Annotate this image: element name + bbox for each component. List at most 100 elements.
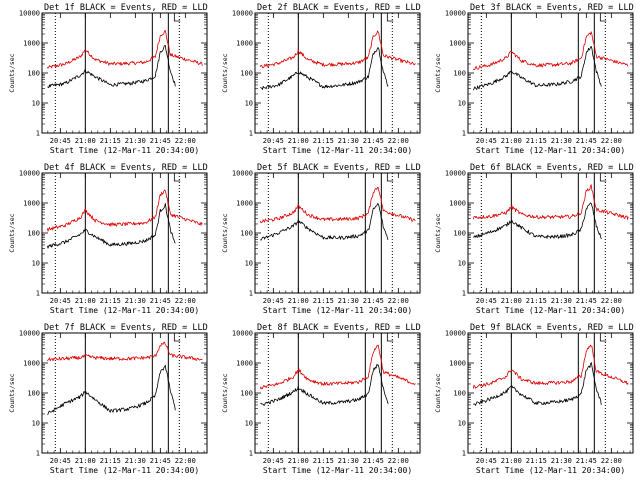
x-tick-label: 22:00 <box>601 457 622 465</box>
y-tick-label: 10000 <box>445 170 466 178</box>
y-tick-label: 10000 <box>19 10 40 18</box>
y-tick-label: 10 <box>32 260 40 268</box>
series-events-line <box>473 202 602 240</box>
panel-title: Det 8f BLACK = Events, RED = LLD <box>257 323 421 333</box>
plot-frame <box>254 12 421 134</box>
y-tick-label: 100 <box>240 70 253 78</box>
x-tick-label: 22:00 <box>388 457 409 465</box>
x-tick-label: 21:15 <box>313 137 334 145</box>
y-tick-label: 10000 <box>445 330 466 338</box>
x-tick-label: 20:45 <box>50 137 71 145</box>
attenuator-marker <box>173 13 181 22</box>
y-axis-label: Counts/sec <box>221 373 229 412</box>
x-tick-label: 21:00 <box>501 137 522 145</box>
x-tick-label: 21:30 <box>338 137 359 145</box>
x-tick-label: 21:30 <box>551 137 572 145</box>
x-tick-label: 21:15 <box>526 457 547 465</box>
panel-det-7: Det 7f BLACK = Events, RED = LLD 1 10 100 10… <box>8 323 208 475</box>
x-axis-label: Start Time (12-Mar-11 20:34:00) <box>263 466 412 475</box>
x-tick-label: 21:45 <box>363 457 384 465</box>
x-tick-label: 21:15 <box>100 297 121 305</box>
x-tick-label: 21:30 <box>125 297 146 305</box>
series-events-line <box>260 203 389 241</box>
x-tick-label: 20:45 <box>50 297 71 305</box>
y-tick-label: 1 <box>462 290 466 298</box>
y-tick-label: 1000 <box>23 360 40 368</box>
x-tick-label: 21:45 <box>576 137 597 145</box>
y-tick-label: 1000 <box>449 360 466 368</box>
x-tick-label: 21:45 <box>576 457 597 465</box>
series-lld-line <box>46 341 203 362</box>
y-tick-label: 1 <box>36 290 40 298</box>
y-tick-label: 10 <box>458 420 466 428</box>
series-lld-line <box>472 344 629 389</box>
y-tick-label: 1 <box>36 130 40 138</box>
x-tick-label: 21:00 <box>75 297 96 305</box>
x-tick-label: 21:45 <box>150 137 171 145</box>
panel-title: Det 6f BLACK = Events, RED = LLD <box>470 163 634 173</box>
y-tick-label: 100 <box>27 70 40 78</box>
series-lld-line <box>259 344 416 390</box>
plot-frame <box>467 172 634 294</box>
panel-det-3: Det 3f BLACK = Events, RED = LLD 1 10 100 10… <box>434 3 634 155</box>
y-tick-label: 1000 <box>449 200 466 208</box>
y-axis-label: Counts/sec <box>221 53 229 92</box>
panel-det-9: Det 9f BLACK = Events, RED = LLD 1 10 100 10… <box>434 323 634 475</box>
x-tick-label: 21:45 <box>363 297 384 305</box>
x-tick-label: 21:15 <box>100 457 121 465</box>
plot-frame <box>41 332 208 454</box>
x-tick-label: 22:00 <box>388 297 409 305</box>
y-tick-label: 100 <box>453 70 466 78</box>
attenuator-marker <box>173 173 181 182</box>
series-lld-line <box>472 184 629 220</box>
y-axis-label: Counts/sec <box>434 53 442 92</box>
y-tick-label: 100 <box>27 230 40 238</box>
y-tick-label: 1000 <box>236 200 253 208</box>
x-tick-label: 20:45 <box>476 137 497 145</box>
x-tick-label: 20:45 <box>263 297 284 305</box>
panel-det-6: Det 6f BLACK = Events, RED = LLD 1 10 100 10… <box>434 163 634 315</box>
y-tick-label: 1 <box>249 130 253 138</box>
x-tick-label: 21:30 <box>551 297 572 305</box>
y-axis-label: Counts/sec <box>221 213 229 252</box>
x-tick-label: 21:45 <box>150 457 171 465</box>
x-tick-label: 20:45 <box>263 137 284 145</box>
y-tick-label: 1000 <box>449 40 466 48</box>
x-tick-label: 22:00 <box>601 137 622 145</box>
x-tick-label: 21:00 <box>288 137 309 145</box>
x-axis-label: Start Time (12-Mar-11 20:34:00) <box>50 146 199 155</box>
y-tick-label: 100 <box>453 230 466 238</box>
x-tick-label: 21:30 <box>338 297 359 305</box>
y-tick-label: 1 <box>462 130 466 138</box>
x-tick-label: 21:00 <box>75 457 96 465</box>
attenuator-marker <box>386 333 394 342</box>
y-tick-label: 100 <box>27 390 40 398</box>
x-tick-label: 21:30 <box>551 457 572 465</box>
x-tick-label: 22:00 <box>388 137 409 145</box>
x-axis-label: Start Time (12-Mar-11 20:34:00) <box>263 306 412 315</box>
x-tick-label: 21:15 <box>313 297 334 305</box>
series-events-line <box>260 363 389 406</box>
y-tick-label: 10 <box>245 420 253 428</box>
panel-title: Det 9f BLACK = Events, RED = LLD <box>470 323 634 333</box>
attenuator-marker <box>599 333 607 342</box>
y-tick-label: 10000 <box>19 330 40 338</box>
x-axis-label: Start Time (12-Mar-11 20:34:00) <box>263 146 412 155</box>
series-events-line <box>473 362 602 406</box>
panel-title: Det 1f BLACK = Events, RED = LLD <box>44 3 208 13</box>
x-tick-label: 22:00 <box>601 297 622 305</box>
x-tick-label: 21:30 <box>125 457 146 465</box>
y-tick-label: 1000 <box>236 40 253 48</box>
x-axis-label: Start Time (12-Mar-11 20:34:00) <box>476 306 625 315</box>
y-tick-label: 10000 <box>445 10 466 18</box>
y-tick-label: 10 <box>32 420 40 428</box>
x-tick-label: 21:45 <box>150 297 171 305</box>
panel-title: Det 7f BLACK = Events, RED = LLD <box>44 323 208 333</box>
x-tick-label: 21:00 <box>288 457 309 465</box>
y-tick-label: 1000 <box>236 360 253 368</box>
y-tick-label: 10000 <box>19 170 40 178</box>
x-tick-label: 21:00 <box>501 457 522 465</box>
attenuator-marker <box>599 13 607 22</box>
series-events-line <box>47 45 176 88</box>
series-events-line <box>46 203 176 249</box>
